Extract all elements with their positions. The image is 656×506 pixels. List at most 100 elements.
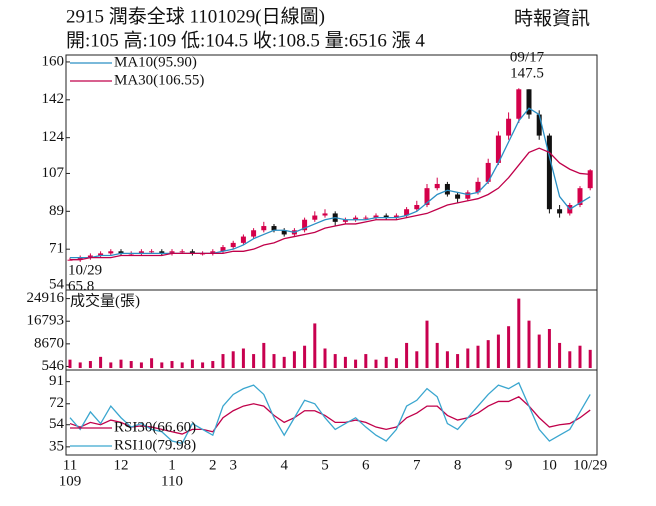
source: 時報資訊 [514,7,590,29]
bar [231,351,235,368]
bar [384,356,388,368]
bar [476,345,480,368]
legend-label: RSI30(66.60) [114,419,196,435]
y-tick-label: 8670 [34,335,64,351]
candle-body [516,89,522,119]
x-tick-label: 9 [505,457,513,473]
series-line [70,147,591,261]
candle-body [322,213,328,216]
frame [65,54,598,456]
candle-body [557,209,563,214]
candle-body [373,215,379,218]
candle-body [342,219,348,222]
candle-body [312,215,318,220]
bar [282,356,286,368]
candle-body [169,251,175,254]
candle-body [506,118,512,136]
bar [568,351,572,368]
y-tick-label: 72 [49,395,64,411]
x-tick-label: 1 [168,457,176,473]
bar [241,348,245,368]
bar [221,354,225,368]
candle-body [393,215,399,218]
bar [262,342,266,368]
y-tick-label: 107 [42,165,65,181]
candle-body [526,89,532,115]
y-tick-label: 35 [49,438,64,454]
bar [252,354,256,368]
legend-label: MA10(95.90) [114,54,197,70]
candle-body [271,226,277,231]
candle-body [210,251,216,254]
legend-label: 成交量(張) [70,291,140,309]
x-tick-label: 7 [413,457,421,473]
bar [496,334,500,368]
bar [486,340,490,368]
quote: 開:105 高:109 低:104.5 收:108.5 量:6516 漲 4 [66,29,425,51]
x-tick-label: 4 [280,457,288,473]
candle-body [577,188,583,206]
candle-body [485,162,491,182]
candle-body [87,255,93,258]
bar [88,361,92,368]
x-tick-label: 12 [114,457,129,473]
bar [435,342,439,368]
y-tick-label: 91 [49,373,64,389]
bar [211,361,215,368]
y-tick-label: 546 [42,358,65,374]
bar [354,359,358,368]
x-year-label: 109 [59,473,82,489]
candle-body [220,247,226,252]
y-tick-label: 54 [49,276,65,292]
bar [445,351,449,368]
candle-body [240,236,246,243]
candle-body [159,251,165,254]
series-line [69,381,591,445]
series-line [69,396,591,435]
candle-body [546,135,552,210]
candle-body [353,217,359,220]
bar [425,320,429,368]
bar [333,354,337,368]
candle-body [587,170,593,189]
candle-body [118,251,124,254]
candle-body [495,135,501,163]
bar [527,320,531,368]
x-tick-label: 10 [542,457,557,473]
x-tick-label: 8 [454,457,462,473]
bar [466,348,470,368]
bar [517,298,521,368]
candle-body [424,188,430,206]
bar [313,323,317,368]
bar [78,362,82,368]
annotation: 09/17 [510,49,545,65]
bar [170,361,174,368]
bar [68,359,72,368]
bar [343,356,347,368]
candle-body [189,251,195,254]
candle-body [414,205,420,210]
y-tick-label: 89 [49,203,64,219]
bar [119,359,123,368]
x-tick-label: 11 [63,457,77,473]
bar [364,354,368,368]
x-tick-label: 2 [209,457,217,473]
x-tick-label: 5 [321,457,329,473]
bar [405,342,409,368]
bar [588,349,592,368]
bar [578,345,582,368]
bar [374,359,378,368]
bar [201,362,205,368]
bar [303,345,307,368]
legend-label: RSI10(79.98) [114,437,196,453]
candle-body [302,219,308,231]
bar [547,329,551,368]
candle-body [108,251,114,254]
bar [139,362,143,368]
y-tick-label: 71 [49,241,64,257]
candle-body [404,209,410,216]
candle-body [455,194,461,199]
y-tick-label: 142 [42,91,65,107]
y-tick-label: 124 [42,129,65,145]
